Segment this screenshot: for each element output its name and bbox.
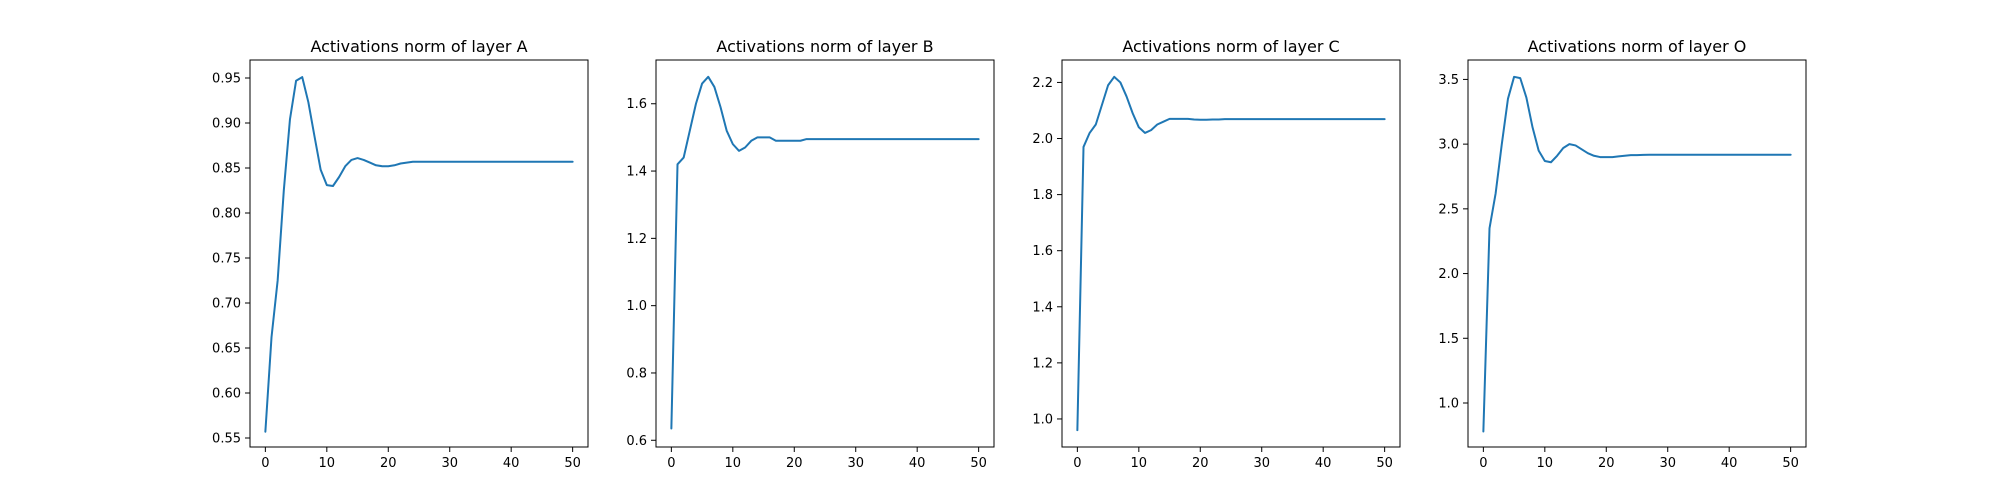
x-tick-label: 50 [564,456,581,471]
y-tick-label: 1.6 [1032,244,1053,259]
y-tick-label: 1.6 [626,97,647,112]
x-tick-label: 0 [261,456,269,471]
chart-panel-2: Activations norm of layer B 0 10 20 30 40 50 0.… [626,37,995,471]
x-tick-label: 20 [1192,456,1209,471]
x-tick-label: 10 [319,456,336,471]
x-tick-label: 0 [1479,456,1487,471]
x-tick-label: 50 [1782,456,1799,471]
x-tick-label: 0 [1073,456,1081,471]
x-tick-label: 30 [847,456,864,471]
series-line-1 [264,76,574,433]
y-tick-label: 0.95 [212,72,241,87]
x-tick-label: 40 [909,456,926,471]
x-tick-label: 30 [1253,456,1270,471]
x-tick-label: 30 [1659,456,1676,471]
chart-panel-4: Activations norm of layer O 0 10 20 30 40 50 1.… [1438,37,1807,471]
y-tick-label: 3.5 [1438,73,1459,88]
y-tick-label: 1.0 [1438,396,1459,411]
x-tick-label: 50 [1376,456,1393,471]
x-tick-label: 40 [503,456,520,471]
y-tick-label: 1.0 [1032,412,1053,427]
plot-frame [1061,59,1401,448]
y-tick-label: 0.8 [626,366,647,381]
y-tick-label: 0.6 [626,434,647,449]
x-tick-label: 20 [1598,456,1615,471]
x-tick-label: 50 [970,456,987,471]
y-tick-label: 1.5 [1438,332,1459,347]
y-tick-label: 0.80 [212,207,241,222]
chart-panel-1: Activations norm of layer A 0 10 20 30 40 50 0.… [212,37,589,471]
chart-panel-3: Activations norm of layer C 0 10 20 30 40 50 1.… [1032,37,1401,471]
chart-title: Activations norm of layer C [1122,37,1339,56]
series-line-1 [1482,75,1792,433]
y-tick-label: 0.75 [212,252,241,267]
x-tick-label: 20 [380,456,397,471]
x-tick-label: 40 [1315,456,1332,471]
plot-frame [249,59,589,448]
chart-title: Activations norm of layer O [1528,37,1747,56]
x-tick-label: 20 [786,456,803,471]
y-tick-label: 0.90 [212,117,241,132]
y-tick-label: 0.60 [212,387,241,402]
series-line-1 [1076,75,1386,432]
y-tick-label: 1.8 [1032,188,1053,203]
x-tick-label: 40 [1721,456,1738,471]
y-tick-label: 1.2 [626,232,647,247]
y-tick-label: 2.0 [1032,132,1053,147]
series-line-1 [670,75,980,430]
chart-title: Activations norm of layer B [716,37,933,56]
plot-frame [1467,59,1807,448]
plot-frame [655,59,995,448]
y-tick-label: 0.65 [212,342,241,357]
y-tick-label: 1.4 [626,165,647,180]
x-tick-label: 0 [667,456,675,471]
y-tick-label: 3.0 [1438,138,1459,153]
y-tick-label: 1.0 [626,299,647,314]
y-tick-label: 0.85 [212,162,241,177]
chart-title: Activations norm of layer A [310,37,527,56]
y-tick-label: 0.55 [212,432,241,447]
y-tick-label: 1.2 [1032,356,1053,371]
x-tick-label: 10 [725,456,742,471]
x-tick-label: 10 [1131,456,1148,471]
x-tick-label: 10 [1537,456,1554,471]
y-tick-label: 2.2 [1032,76,1053,91]
y-tick-label: 1.4 [1032,300,1053,315]
y-tick-label: 0.70 [212,297,241,312]
y-tick-label: 2.0 [1438,267,1459,282]
x-tick-label: 30 [441,456,458,471]
y-tick-label: 2.5 [1438,202,1459,217]
